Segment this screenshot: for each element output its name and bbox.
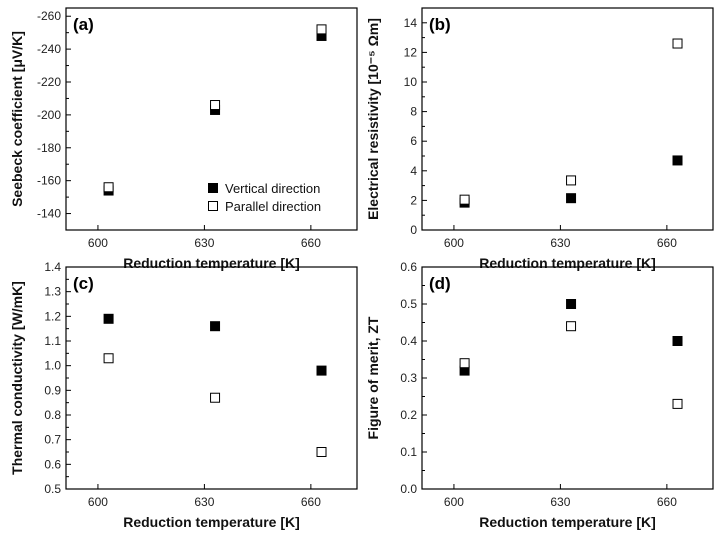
panel-label: (d) [429,274,451,293]
x-tick-label: 600 [444,236,464,250]
data-point [566,299,577,309]
y-tick-label: -200 [37,108,61,122]
data-point [672,38,683,49]
x-tick-label: 660 [657,495,677,509]
y-tick-label: 12 [404,45,418,59]
y-tick-label: 0.3 [400,371,417,385]
data-point [459,358,470,369]
panel-b: 600 630 660 0 2 4 6 8 10 12 14 Reduction temperatur… [365,7,714,271]
y-tick-label: 14 [404,16,418,30]
panel-label: (a) [73,15,94,34]
y-tick-label: 0.8 [44,408,61,422]
data-point [103,182,114,193]
data-point [566,321,577,332]
y-tick-label: 2 [410,193,417,207]
panel-c: 600 630 660 0.5 0.6 0.7 0.8 0.9 1.0 1.1 1.2 1.3 1.4 R… [9,260,358,530]
y-tick-label: 0.4 [400,334,417,348]
panel-a-frame [65,7,358,231]
data-point [316,447,327,457]
x-tick-label: 630 [550,495,570,509]
y-tick-label: 0.7 [44,433,61,447]
data-point [566,175,577,186]
y-tick-label: 1.0 [44,359,61,373]
panel-d: 600 630 660 0.0 0.1 0.2 0.3 0.4 0.5 0.6 Reduction … [365,260,714,530]
data-point [210,392,221,403]
y-tick-label: -240 [37,42,61,56]
panel-c-frame [65,266,358,490]
legend-marker [208,201,218,211]
y-axis-label: Thermal conductivity [W/mK] [9,281,25,475]
y-tick-label: -220 [37,75,61,89]
legend-entry: Vertical direction [225,181,320,196]
y-tick-label: 0 [410,223,417,237]
data-point [210,321,221,332]
y-axis-label: Electrical resistivity [10⁻⁵ Ωm] [365,18,381,220]
data-point [103,353,114,364]
data-point [459,194,470,205]
x-tick-label: 630 [550,236,570,250]
y-tick-label: -160 [37,174,61,188]
x-axis-label: Reduction temperature [K] [479,514,656,530]
y-tick-label: 0.2 [400,408,417,422]
y-tick-label: 1.1 [44,334,61,348]
x-tick-label: 630 [194,495,214,509]
y-tick-label: 4 [410,164,417,178]
data-point [103,313,114,324]
panel-label: (c) [73,274,94,293]
y-tick-label: -260 [37,9,61,23]
y-tick-label: -140 [37,207,61,221]
x-tick-label: 600 [88,495,108,509]
y-tick-label: 1.4 [44,260,61,274]
x-axis-label: Reduction temperature [K] [123,514,300,530]
y-tick-label: 6 [410,134,417,148]
data-point [672,155,683,166]
y-tick-label: 0.5 [400,297,417,311]
y-tick-label: 1.2 [44,309,61,323]
legend-entry: Parallel direction [225,199,321,214]
data-point [210,100,221,111]
data-point [672,336,683,346]
y-tick-label: 0.1 [400,445,417,459]
y-tick-label: 0.5 [44,482,61,496]
x-tick-label: 660 [301,495,321,509]
y-tick-label: 10 [404,75,418,89]
x-axis-label: Reduction temperature [K] [123,255,300,271]
data-point [316,365,327,376]
legend-marker [208,183,218,193]
y-tick-label: 0.9 [44,383,61,397]
y-tick-label: 0.6 [400,260,417,274]
x-tick-label: 660 [301,236,321,250]
y-axis-label: Seebeck coefficient [μV/K] [9,31,25,207]
panel-label: (b) [429,15,451,34]
x-tick-label: 660 [657,236,677,250]
y-tick-label: 0.6 [44,457,61,471]
x-tick-label: 600 [444,495,464,509]
y-tick-label: 8 [410,105,417,119]
x-tick-label: 600 [88,236,108,250]
y-axis-label: Figure of merit, ZT [365,316,381,439]
x-tick-label: 630 [194,236,214,250]
y-tick-label: 1.3 [44,285,61,299]
data-point [672,398,683,409]
panel-b-frame [421,7,714,231]
x-axis-label: Reduction temperature [K] [479,255,656,271]
y-tick-label: 0.0 [400,482,417,496]
data-point [566,193,577,204]
panel-a: 600 630 660 -140 -160 -180 -200 -220 -240 -260 Red… [9,7,358,271]
y-tick-label: -180 [37,141,61,155]
data-point [316,24,327,35]
